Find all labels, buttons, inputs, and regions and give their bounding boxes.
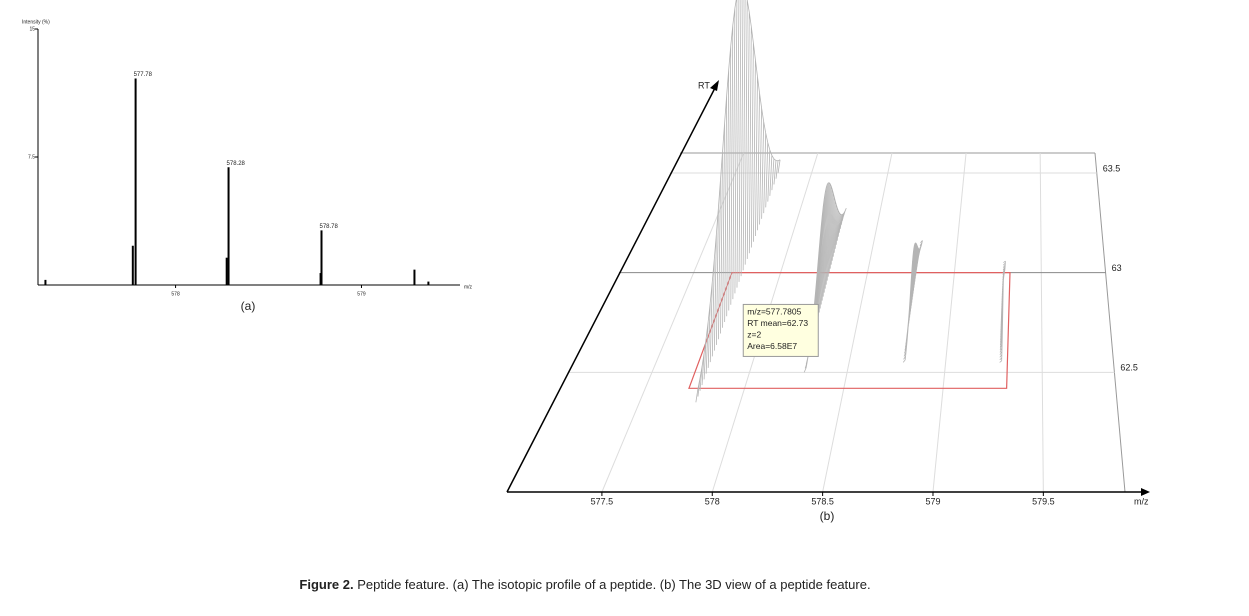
x-tick-label: 578 bbox=[705, 496, 720, 506]
peak-label: 578.28 bbox=[227, 161, 246, 167]
y-tick-label: 62.5 bbox=[1120, 363, 1138, 373]
caption-text: Peptide feature. (a) The isotopic profil… bbox=[357, 577, 871, 592]
ridge bbox=[695, 0, 781, 403]
figure: Intensity (%) m/z 7.5 15 578 579 577.78 578.28 5… bbox=[22, 0, 1150, 523]
peak-label: 577.78 bbox=[134, 72, 153, 78]
caption-label: Figure 2. bbox=[299, 577, 354, 592]
x-tick-label: 577.5 bbox=[591, 496, 614, 506]
feature-box bbox=[688, 272, 1011, 389]
ridge bbox=[902, 240, 923, 363]
x-tick-label: 578.5 bbox=[811, 496, 834, 506]
tooltip-box bbox=[742, 303, 819, 357]
rt-axis-label: RT bbox=[698, 80, 710, 90]
tooltip-line: m/z=577.7805 bbox=[747, 307, 801, 317]
panel-caption: (a) bbox=[241, 299, 256, 313]
panel-caption: (b) bbox=[820, 509, 835, 523]
x-tick-label: 579 bbox=[925, 496, 940, 506]
x-tick-label: 579 bbox=[357, 291, 366, 297]
grid-line bbox=[822, 152, 893, 493]
figure-caption: Figure 2. Peptide feature. (a) The isoto… bbox=[0, 577, 1170, 592]
y-tick-label: 15 bbox=[29, 26, 35, 32]
tooltip-line: Area=6.58E7 bbox=[747, 341, 797, 351]
ridge bbox=[999, 260, 1006, 363]
peak-label: 578.78 bbox=[320, 224, 339, 230]
rt-axis bbox=[506, 85, 717, 493]
grid-line bbox=[932, 152, 967, 493]
x-axis-label: m/z bbox=[464, 284, 473, 290]
grid-line bbox=[1039, 152, 1044, 493]
y-tick-label: 63 bbox=[1112, 263, 1122, 273]
x-tick-label: 578 bbox=[171, 291, 180, 297]
y-tick-label: 7.5 bbox=[28, 154, 35, 160]
y-tick-label: 63.5 bbox=[1103, 163, 1121, 173]
rt-axis-arrow bbox=[710, 80, 719, 91]
floor-right-edge bbox=[1094, 152, 1126, 493]
x-axis-label: m/z bbox=[1134, 496, 1149, 506]
x-tick-label: 579.5 bbox=[1032, 496, 1055, 506]
tooltip-line: z=2 bbox=[747, 330, 761, 340]
tooltip-line: RT mean=62.73 bbox=[747, 318, 808, 328]
y-axis-label: Intensity (%) bbox=[22, 19, 50, 25]
x-axis-arrow bbox=[1141, 488, 1150, 496]
